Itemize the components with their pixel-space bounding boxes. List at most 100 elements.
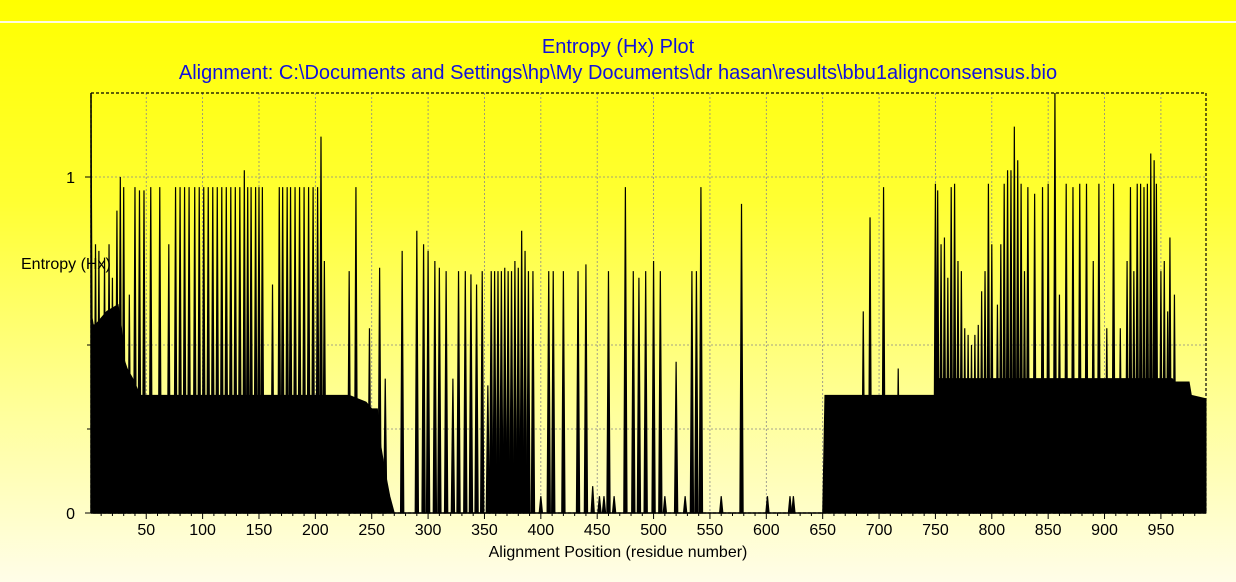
entropy-spike <box>636 277 642 514</box>
entropy-spike <box>260 187 265 514</box>
entropy-spike <box>301 187 307 514</box>
entropy-spike <box>1172 294 1177 514</box>
chart-subtitle: Alignment: C:\Documents and Settings\hp\… <box>178 62 1058 84</box>
entropy-spike <box>1091 260 1096 514</box>
x-tick-label: 550 <box>697 522 724 539</box>
x-tick-label: 700 <box>866 522 893 539</box>
entropy-series <box>90 92 1207 514</box>
entropy-spike <box>148 187 153 514</box>
entropy-spike <box>192 187 197 514</box>
entropy-spike <box>253 187 258 514</box>
entropy-spike <box>1084 183 1089 514</box>
entropy-spike <box>516 267 521 514</box>
entropy-spike <box>989 244 994 514</box>
entropy-spike <box>141 190 147 514</box>
entropy-spike <box>288 187 293 514</box>
entropy-spike <box>976 324 981 514</box>
entropy-spike <box>425 250 431 514</box>
entropy-spike <box>233 187 238 514</box>
entropy-spike <box>986 183 991 514</box>
entropy-spike <box>1118 328 1123 514</box>
entropy-spike <box>662 496 668 514</box>
entropy-spike <box>955 260 961 514</box>
entropy-spike <box>1104 328 1109 514</box>
entropy-spike <box>1145 183 1150 514</box>
entropy-spike <box>137 190 142 514</box>
entropy-spike <box>432 260 438 514</box>
entropy-spike <box>643 271 648 514</box>
entropy-spike <box>682 496 688 514</box>
entropy-spike <box>522 250 528 514</box>
entropy-spike <box>346 271 352 514</box>
entropy-spike <box>546 271 551 514</box>
entropy-spike <box>952 183 957 514</box>
entropy-spike <box>867 217 873 514</box>
entropy-spike <box>306 187 311 514</box>
entropy-spike <box>512 260 518 514</box>
entropy-spike <box>694 271 699 514</box>
entropy-spike <box>495 271 501 514</box>
entropy-spike <box>945 277 951 514</box>
entropy-spike <box>256 187 262 514</box>
entropy-spike <box>480 271 485 514</box>
entropy-spike <box>1167 237 1173 514</box>
entropy-spike <box>186 187 192 514</box>
entropy-spike <box>881 187 886 514</box>
entropy-spike <box>1057 294 1062 514</box>
entropy-spike <box>1148 153 1153 514</box>
entropy-spike <box>492 271 497 514</box>
chart-title: Entropy (Hx) Plot <box>541 36 695 58</box>
entropy-spike <box>322 260 327 514</box>
entropy-spike <box>1077 183 1082 514</box>
entropy-spike <box>106 244 112 514</box>
entropy-spike <box>509 271 514 514</box>
entropy-spike <box>1111 183 1116 514</box>
entropy-spike <box>353 187 359 514</box>
entropy-spike <box>935 190 940 514</box>
entropy-spike <box>118 176 123 514</box>
entropy-spike <box>739 203 744 514</box>
entropy-spike <box>519 230 524 514</box>
entropy-spike <box>689 271 695 514</box>
entropy-spike <box>1131 271 1137 514</box>
axes: 50 100 150 200 250 300 350 400 450 500 550 600 650 70… <box>66 93 1206 539</box>
entropy-spike <box>606 271 611 514</box>
entropy-spike <box>995 304 1000 514</box>
entropy-spike <box>1018 183 1024 514</box>
entropy-spike <box>623 187 628 514</box>
entropy-spike <box>651 260 656 514</box>
entropy-spike <box>673 361 679 514</box>
entropy-spike <box>383 378 388 514</box>
entropy-spike <box>197 187 202 514</box>
entropy-spike <box>1158 271 1164 514</box>
entropy-spike <box>399 250 405 514</box>
y-tick-label: 0 <box>66 506 75 523</box>
entropy-spike <box>551 271 556 514</box>
entropy-spike <box>414 230 420 514</box>
entropy-spike <box>421 244 426 514</box>
entropy-spike <box>530 271 536 514</box>
entropy-spike <box>962 328 967 514</box>
entropy-spike <box>242 170 247 514</box>
x-tick-label: 750 <box>922 522 949 539</box>
entropy-spike <box>526 271 531 514</box>
entropy-spike <box>215 187 220 514</box>
entropy-spike <box>1001 183 1007 514</box>
entropy-spike <box>611 496 617 514</box>
entropy-spike <box>499 271 504 514</box>
x-tick-label: 400 <box>527 522 554 539</box>
entropy-spike <box>96 250 102 514</box>
entropy-spike <box>698 187 704 514</box>
x-tick-label: 100 <box>189 522 216 539</box>
y-tick-label: 1 <box>66 170 75 187</box>
entropy-spike <box>1032 193 1037 514</box>
entropy-spike <box>1063 183 1069 514</box>
entropy-spike <box>787 496 793 514</box>
entropy-spike <box>93 244 98 514</box>
entropy-spike <box>228 187 234 514</box>
x-tick-label: 150 <box>246 522 273 539</box>
entropy-spike <box>277 187 282 514</box>
x-tick-label: 500 <box>640 522 667 539</box>
top-divider-line <box>0 21 1236 23</box>
entropy-spike <box>1124 260 1130 514</box>
